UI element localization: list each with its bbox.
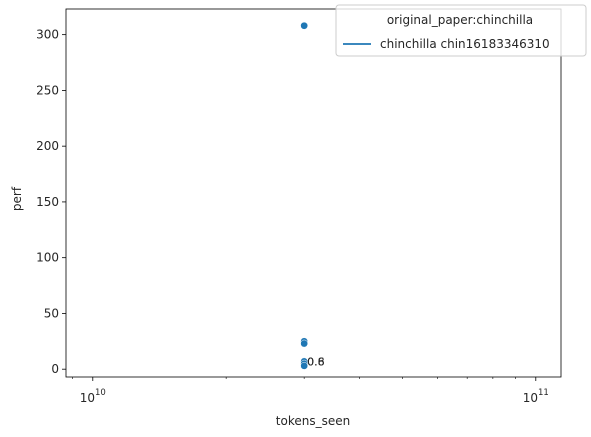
x-axis-label: tokens_seen <box>276 414 350 428</box>
y-tick-label: 100 <box>36 251 59 265</box>
legend-frame <box>335 4 587 57</box>
point-annotation: 0.8 <box>307 355 325 368</box>
legend: original_paper:chinchilla chinchilla chi… <box>335 4 587 57</box>
plot-frame <box>65 8 562 378</box>
point-annotation: 0.6 <box>307 355 325 368</box>
data-point <box>300 339 309 348</box>
legend-entry-label: chinchilla chin16183346310 <box>380 37 550 51</box>
x-tick-label: 1011 <box>523 388 549 405</box>
y-tick-label: 50 <box>44 306 59 320</box>
data-marks <box>300 21 309 370</box>
x-axis: 1010 1011 <box>72 377 549 405</box>
y-tick-label: 150 <box>36 195 59 209</box>
y-tick-label: 0 <box>51 362 59 376</box>
y-tick-label: 200 <box>36 139 59 153</box>
annotations: 0.60.8 <box>307 355 325 368</box>
x-tick-label: 1010 <box>80 388 106 405</box>
y-tick-label: 250 <box>36 83 59 97</box>
y-tick-label: 300 <box>36 28 59 42</box>
data-point <box>300 21 309 30</box>
plot-area <box>65 8 562 378</box>
legend-title: original_paper:chinchilla <box>387 13 533 27</box>
y-axis: 0 50 100 150 200 250 300 <box>36 28 66 376</box>
y-axis-label: perf <box>10 186 24 211</box>
data-point <box>300 361 309 370</box>
